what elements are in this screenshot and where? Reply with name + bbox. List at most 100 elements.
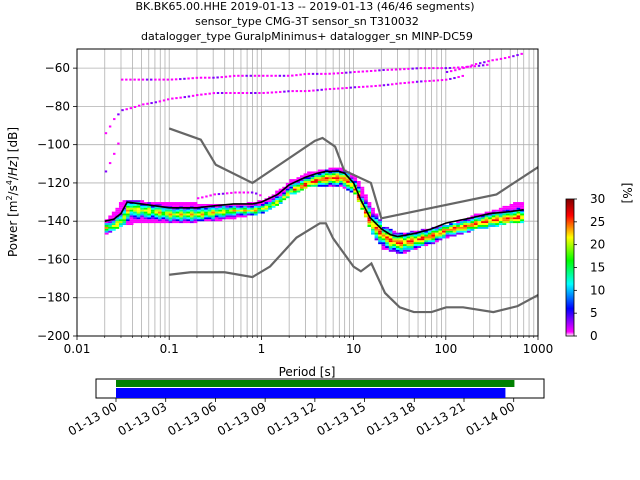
density-cell — [136, 217, 141, 220]
density-cell — [392, 246, 397, 248]
density-cell — [147, 219, 152, 222]
density-cell — [520, 219, 525, 222]
density-cell — [104, 232, 109, 235]
density-cell — [243, 207, 248, 210]
density-cell — [243, 209, 248, 212]
density-cell — [172, 207, 177, 210]
density-cell — [303, 179, 308, 182]
outlier-point — [474, 63, 478, 66]
density-cell — [140, 215, 145, 218]
outlier-point — [462, 67, 465, 70]
density-cell — [371, 217, 375, 220]
outlier-point — [208, 76, 211, 79]
density-cell — [367, 221, 372, 224]
density-cell — [353, 188, 358, 191]
density-cell — [204, 217, 209, 220]
density-cell — [314, 171, 319, 174]
outlier-point — [212, 76, 215, 79]
density-cell — [108, 225, 113, 227]
density-cell — [520, 217, 525, 220]
density-cell — [165, 207, 169, 210]
outlier-point — [220, 76, 223, 79]
density-cell — [463, 225, 468, 227]
density-cell — [402, 232, 407, 235]
density-cell — [388, 238, 393, 241]
density-cell — [321, 184, 326, 187]
density-cell — [161, 203, 166, 206]
density-cell — [349, 184, 354, 187]
density-cell — [381, 244, 386, 247]
outlier-point — [440, 67, 443, 70]
density-cell — [260, 202, 265, 204]
outlier-point — [308, 89, 311, 92]
density-cell — [292, 188, 297, 191]
density-cell — [324, 169, 329, 172]
outlier-point — [478, 62, 482, 65]
density-cell — [175, 215, 180, 218]
outlier-point — [448, 66, 452, 69]
density-cell — [289, 192, 294, 195]
density-cell — [481, 219, 485, 222]
density-cell — [133, 215, 138, 218]
density-cell — [282, 192, 287, 195]
density-cell — [321, 179, 326, 182]
density-cell — [140, 213, 145, 216]
density-cell — [118, 223, 123, 226]
density-cell — [108, 226, 113, 229]
outlier-point — [432, 67, 435, 70]
density-cell — [115, 226, 120, 229]
density-cell — [402, 238, 407, 241]
density-cell — [182, 219, 187, 222]
density-cell — [122, 213, 127, 216]
density-cell — [189, 217, 194, 220]
density-cell — [484, 226, 489, 229]
density-cell — [296, 190, 301, 193]
density-cell — [328, 179, 333, 182]
density-cell — [502, 213, 507, 216]
outlier-point — [205, 195, 208, 198]
density-cell — [186, 213, 191, 216]
density-cell — [520, 211, 525, 214]
density-cell — [495, 217, 500, 220]
outlier-point — [491, 59, 494, 62]
density-cell — [509, 205, 514, 208]
density-cell — [438, 234, 443, 237]
density-cell — [406, 249, 411, 252]
density-cell — [296, 186, 301, 189]
density-cell — [129, 209, 134, 212]
density-cell — [431, 238, 436, 241]
density-cell — [456, 226, 461, 229]
density-cell — [214, 207, 219, 210]
y-tick-label: −160 — [37, 252, 70, 266]
density-cell — [339, 177, 343, 180]
density-cell — [438, 226, 443, 229]
density-cell — [165, 215, 169, 218]
density-cell — [118, 215, 123, 218]
density-cell — [481, 226, 485, 229]
density-cell — [300, 181, 304, 183]
density-cell — [349, 186, 354, 189]
density-cell — [122, 209, 127, 212]
density-cell — [402, 251, 407, 254]
density-cell — [239, 215, 244, 218]
colorbar-gradient — [565, 198, 575, 337]
density-cell — [491, 215, 496, 218]
density-cell — [463, 228, 468, 231]
density-cell — [339, 175, 343, 178]
density-cell — [488, 215, 493, 218]
density-cell — [186, 219, 191, 222]
density-cell — [328, 173, 333, 176]
outlier-point — [415, 80, 419, 83]
density-cell — [498, 217, 503, 220]
density-cell — [229, 207, 233, 210]
density-cell — [516, 219, 521, 222]
density-cell — [324, 184, 329, 187]
density-cell — [189, 205, 194, 208]
density-cell — [200, 213, 205, 216]
density-cell — [424, 234, 429, 237]
density-cell — [346, 182, 351, 185]
density-cell — [502, 217, 507, 220]
density-cell — [282, 186, 287, 189]
density-cell — [353, 182, 358, 185]
density-cell — [424, 238, 429, 241]
